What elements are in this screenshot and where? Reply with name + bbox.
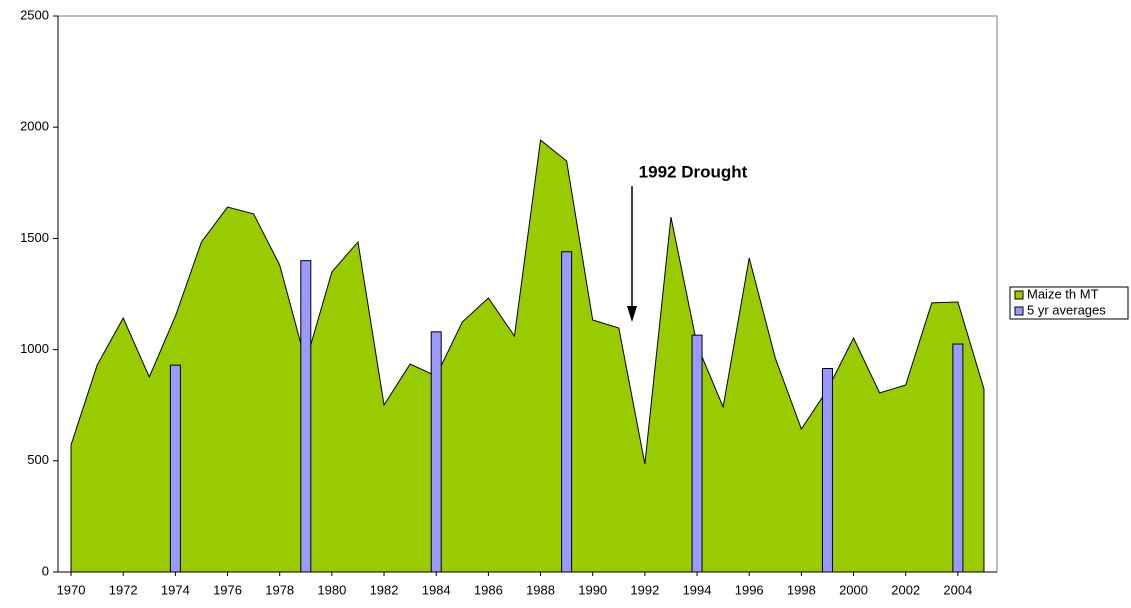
y-tick-label: 2500: [20, 7, 49, 22]
x-tick-label: 1974: [161, 582, 190, 597]
legend-swatch: [1014, 290, 1024, 300]
bar: [169, 364, 181, 573]
legend-label: 5 yr averages: [1027, 302, 1106, 317]
area: [70, 139, 985, 573]
x-tick-label: 1986: [474, 582, 503, 597]
legend: [1009, 286, 1129, 320]
x-tick-label: 1996: [735, 582, 764, 597]
y-tick-label: 2000: [20, 119, 49, 134]
y-tick-label: 0: [42, 563, 49, 578]
x-tick-label: 2000: [839, 582, 868, 597]
x-tick-label: 1980: [317, 582, 346, 597]
x-tick-label: 1970: [57, 582, 86, 597]
legend-label: Maize th MT: [1027, 286, 1099, 301]
bar: [821, 368, 833, 573]
y-tick-label: 1000: [20, 341, 49, 356]
x-tick-label: 1988: [526, 582, 555, 597]
x-tick-label: 1982: [370, 582, 399, 597]
bar: [430, 331, 442, 573]
x-tick-label: 1990: [578, 582, 607, 597]
x-tick-label: 1992: [630, 582, 659, 597]
bar: [300, 260, 312, 573]
bar: [561, 251, 573, 573]
bar: [952, 343, 964, 573]
bar: [691, 334, 703, 573]
y-tick-label: 1500: [20, 230, 49, 245]
arrow-head: [627, 306, 637, 322]
x-tick-label: 1978: [265, 582, 294, 597]
annotation: 1992 Drought: [639, 162, 748, 181]
x-tick-label: 1994: [683, 582, 712, 597]
x-tick-label: 2002: [891, 582, 920, 597]
x-tick-label: 1976: [213, 582, 242, 597]
y-tick-label: 500: [27, 452, 49, 467]
x-tick-label: 1984: [422, 582, 451, 597]
x-tick-label: 1998: [787, 582, 816, 597]
legend-swatch: [1014, 306, 1024, 316]
x-tick-label: 2004: [943, 582, 972, 597]
x-tick-label: 1972: [109, 582, 138, 597]
